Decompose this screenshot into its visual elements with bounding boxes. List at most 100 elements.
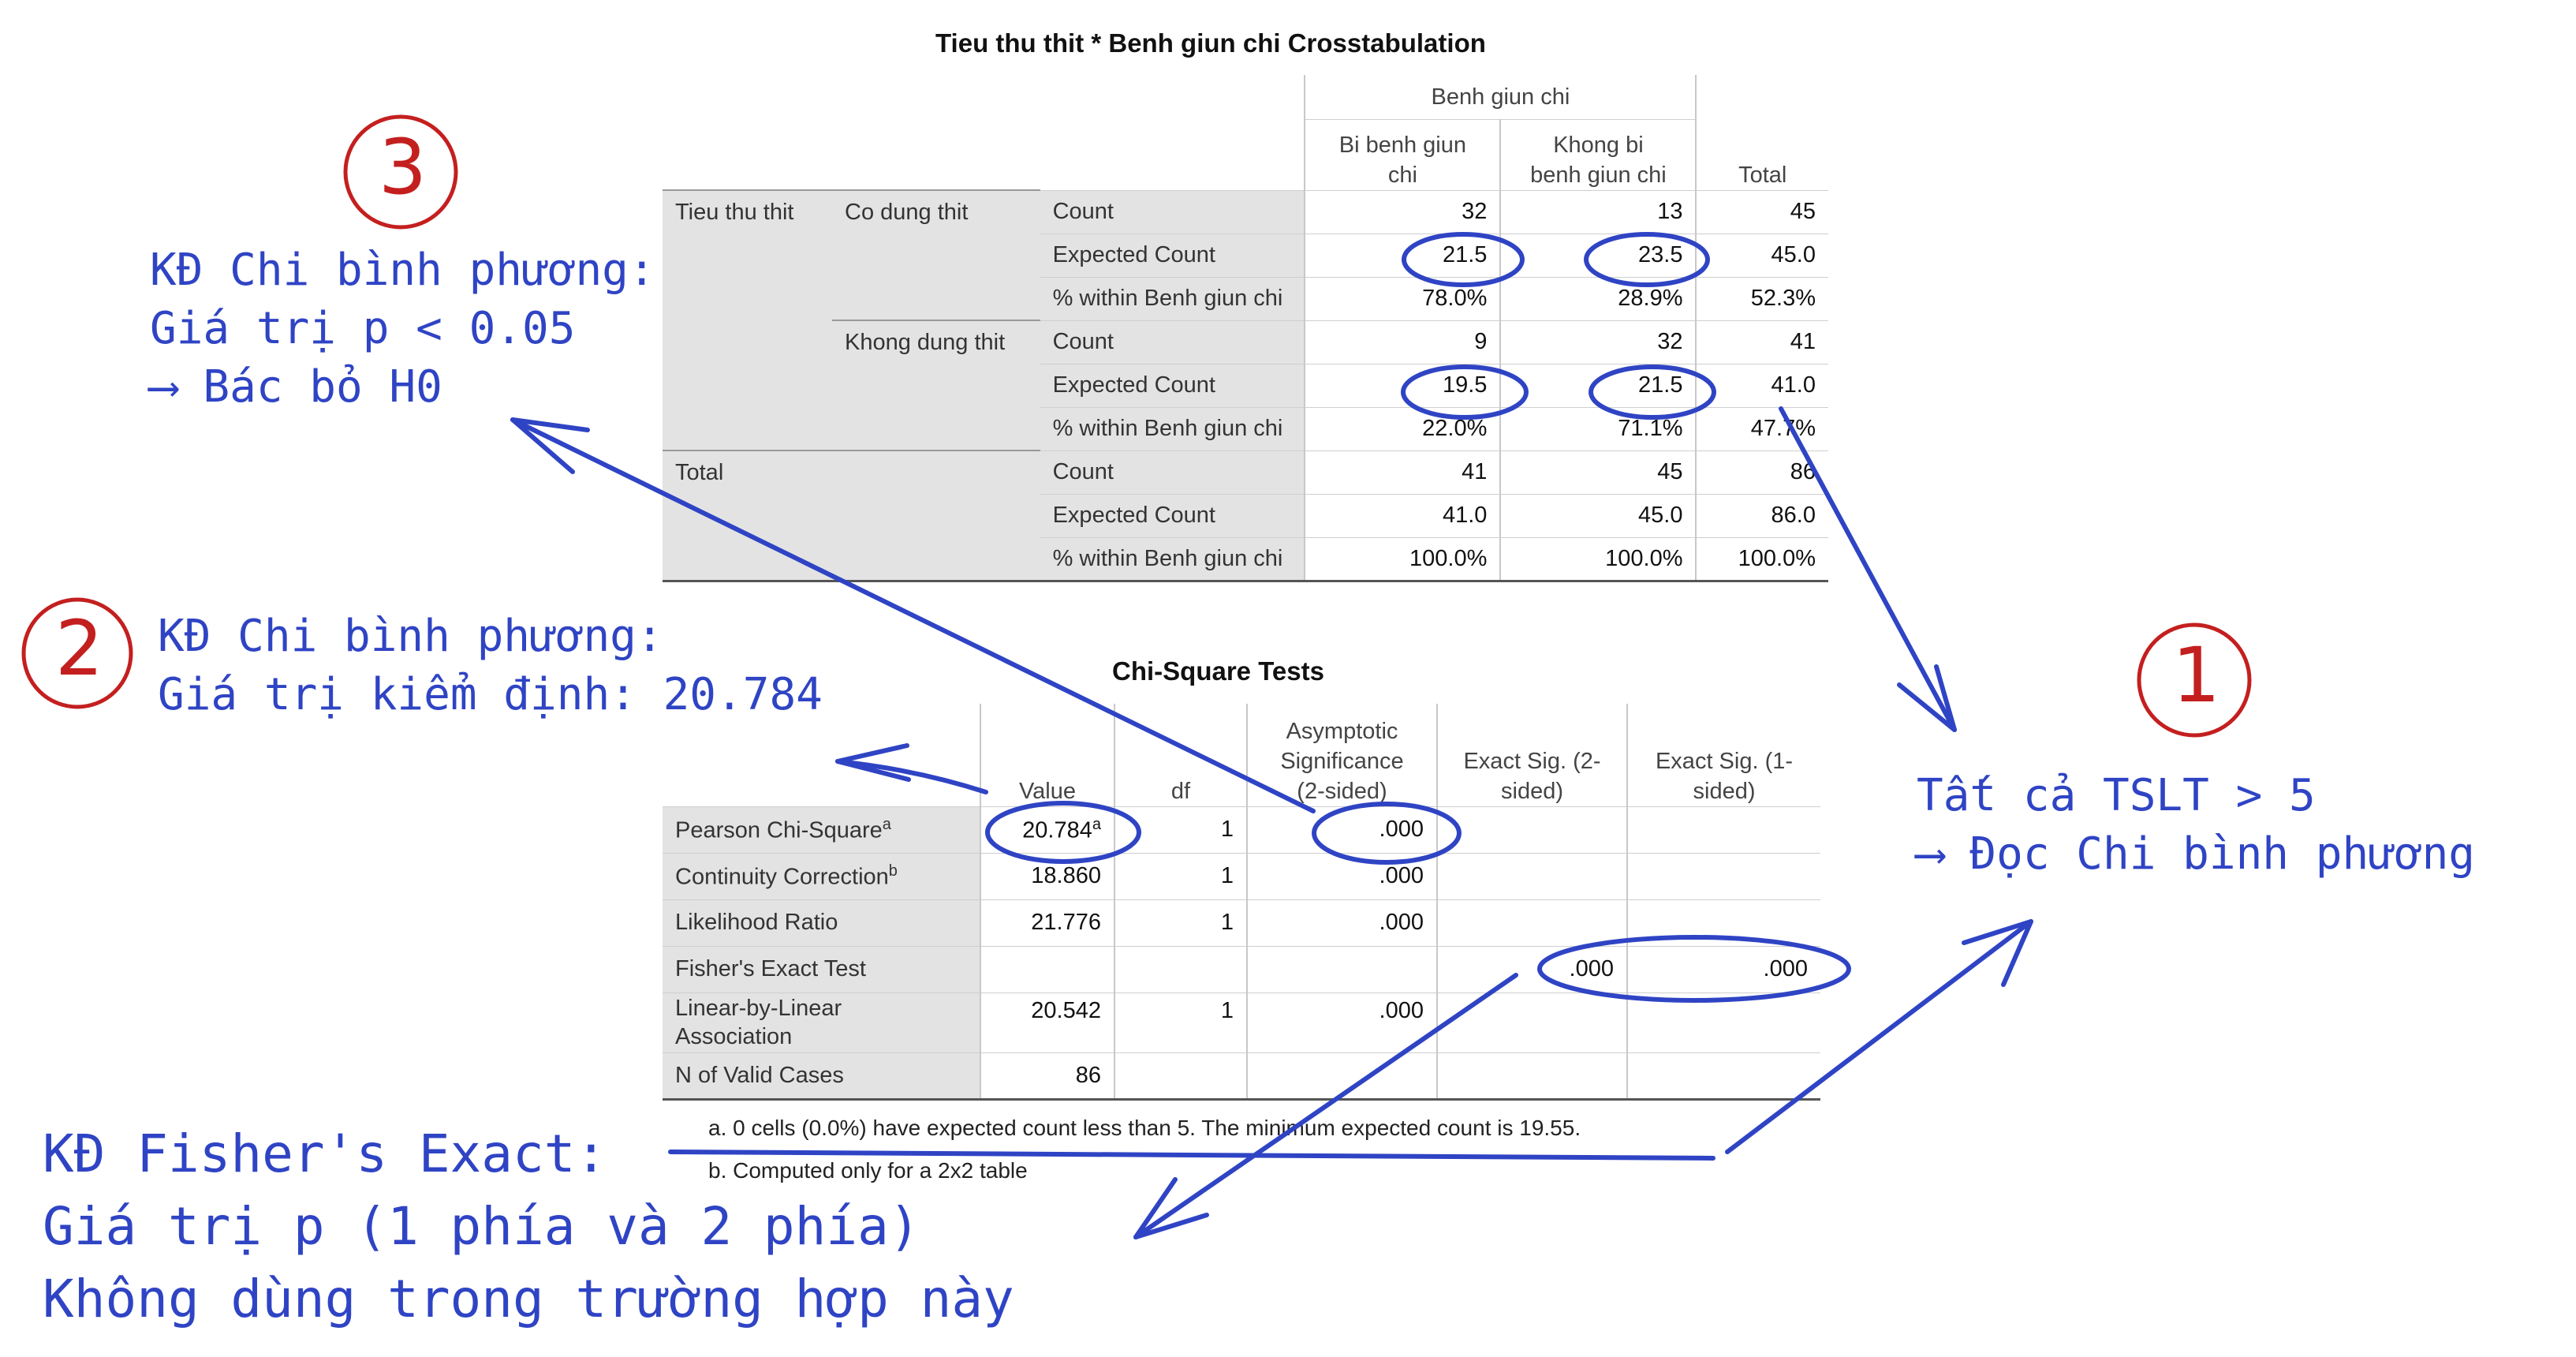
chisq-cell	[1114, 1052, 1247, 1101]
chisq-row-label-text: Fisher's Exact Test	[675, 956, 866, 981]
cell-value: 22.0%	[1304, 406, 1501, 450]
asymp-l3: (2-sided)	[1297, 778, 1387, 804]
cell-value: 21.5	[1499, 363, 1697, 407]
row-group-1	[663, 234, 832, 277]
chisq-row-label: Fisher's Exact Test	[663, 945, 980, 993]
chisq-row: N of Valid Cases 86	[663, 1052, 1820, 1101]
chisq-cell	[1436, 992, 1627, 1052]
chisq-row-label: Continuity Correctionb	[663, 852, 980, 899]
row-stat-label: Count	[1040, 450, 1305, 494]
crosstab-row: Expected Count 21.5 23.5 45.0	[663, 233, 1828, 277]
chisq-cell	[1436, 1052, 1627, 1101]
cell-value: 52.3%	[1695, 276, 1828, 320]
chisq-row-label: Likelihood Ratio	[663, 899, 980, 946]
chisq-table: Value df Asymptotic Significance (2-sided)…	[663, 704, 1820, 1101]
note-4-line-3: Không dùng trong trường hợp này	[43, 1269, 1014, 1329]
ellipse-exp-23-5	[1584, 232, 1710, 287]
row-stat-label: % within Benh giun chi	[1040, 536, 1305, 582]
chisq-cell	[1626, 806, 1820, 853]
row-group-1	[663, 277, 832, 320]
footnote-underline	[668, 1150, 1715, 1161]
red-number-1: 1	[2172, 631, 2221, 720]
row-stat-label: % within Benh giun chi	[1040, 276, 1305, 320]
chisq-row-label-text: N of Valid Cases	[675, 1062, 844, 1088]
ellipse-exp-21-5-b	[1589, 364, 1716, 420]
red-number-2: 2	[55, 604, 104, 693]
col-header-khong-bi: Khong bi benh giun chi	[1499, 118, 1697, 190]
footnote-marker: b	[888, 862, 898, 880]
chisq-cell	[1436, 899, 1627, 946]
row-stat-label: Count	[1040, 189, 1305, 234]
chisq-row-label: N of Valid Cases	[663, 1052, 980, 1101]
exact1-l1: Exact Sig. (1-	[1655, 748, 1794, 774]
row-group-2	[832, 277, 1040, 320]
col-header-khong-bi-l2: benh giun chi	[1530, 162, 1667, 188]
red-number-3: 3	[379, 123, 427, 211]
chisq-cell	[1626, 992, 1820, 1052]
cell-value: 13	[1499, 189, 1697, 234]
col-header-khong-bi-l1: Khong bi	[1553, 132, 1644, 158]
ellipse-fisher-sig	[1537, 935, 1851, 1003]
row-group-2	[832, 407, 1040, 450]
chisq-row: Fisher's Exact Test .000.000	[663, 945, 1820, 993]
chisq-header-value: Value	[980, 704, 1114, 806]
arrow-footnote-to-note-1	[1725, 919, 2033, 1154]
cell-value: 100.0%	[1695, 536, 1828, 582]
chisq-title: Chi-Square Tests	[1112, 656, 1324, 686]
chisq-cell: 86	[980, 1052, 1114, 1101]
note-1-line-2: ⟶ Đọc Chi bình phương	[1917, 828, 2476, 880]
chisq-cell	[1246, 945, 1437, 993]
crosstab-row: % within Benh giun chi 100.0% 100.0% 100.0%	[663, 536, 1828, 582]
note-2-line-2: Giá trị kiểm định: 20.784	[158, 669, 823, 720]
note-3-line-2: Giá trị p < 0.05	[150, 303, 576, 354]
chisq-cell: 1	[1114, 899, 1247, 946]
row-group-2	[832, 494, 1040, 537]
cell-value: 19.5	[1304, 363, 1501, 407]
row-group-1	[663, 494, 832, 537]
chisq-row: Linear-by-Linear Association 20.542 1.000	[663, 992, 1820, 1052]
row-stat-label: Expected Count	[1040, 493, 1305, 537]
chisq-cell: .000	[1246, 899, 1437, 946]
arrow-to-note-4	[1133, 973, 1518, 1239]
row-stat-label: Expected Count	[1040, 233, 1305, 277]
crosstab-row: Total Count 41 45 86	[663, 450, 1828, 494]
cell-value: 41.0	[1695, 363, 1828, 407]
cell-value: 71.1%	[1499, 406, 1697, 450]
cell-value: 47.7%	[1695, 406, 1828, 450]
cell-value: 32	[1304, 189, 1501, 234]
row-stat-label: Expected Count	[1040, 363, 1305, 407]
chisq-cell	[1436, 806, 1627, 853]
chisq-cell	[1626, 1052, 1820, 1101]
chisq-row-label-text: Linear-by-Linear	[675, 996, 842, 1021]
asymp-l1: Asymptotic	[1286, 718, 1398, 744]
chisq-cell: .000	[1626, 945, 1820, 993]
red-circle-2	[21, 597, 133, 709]
red-circle-3	[343, 114, 458, 230]
chisq-cell: 21.776	[980, 899, 1114, 946]
note-1-line-1: Tất cả TSLT > 5	[1917, 770, 2316, 821]
note-4-line-1: KĐ Fisher's Exact:	[43, 1123, 607, 1184]
ellipse-exp-21-5-a	[1402, 232, 1525, 287]
chisq-row-label: Linear-by-Linear Association	[663, 992, 980, 1052]
note-3-line-3: ⟶ Bác bỏ H0	[150, 361, 442, 413]
chisq-header-asymp: Asymptotic Significance (2-sided)	[1246, 704, 1437, 806]
chisq-row-label-text: Likelihood Ratio	[675, 910, 838, 935]
exact1-l2: sided)	[1693, 778, 1756, 804]
pearson-value: 20.784	[1022, 817, 1092, 843]
ellipse-pearson-value	[985, 801, 1141, 864]
col-header-total: Total	[1695, 119, 1828, 190]
exact2-l2: sided)	[1501, 778, 1563, 804]
ellipse-exp-19-5	[1401, 364, 1529, 420]
chisq-row-label: Pearson Chi-Squarea	[663, 806, 980, 853]
row-group-1	[663, 407, 832, 450]
chisq-row-label-text: Continuity Correction	[675, 864, 889, 890]
cell-value: 41.0	[1304, 493, 1501, 537]
note-4-line-2: Giá trị p (1 phía và 2 phía)	[43, 1196, 920, 1257]
crosstab-table: Benh giun chi Bi benh giun chi Khong bi be…	[663, 75, 1828, 582]
chisq-cell	[1114, 945, 1247, 993]
crosstab-row: % within Benh giun chi 22.0% 71.1% 47.7%	[663, 406, 1828, 450]
chisq-cell: .000	[1246, 806, 1437, 853]
crosstab-row: Khong dung thit Count 9 32 41	[663, 320, 1828, 364]
crosstab-row: Tieu thu thit Co dung thit Count 32 13 45	[663, 189, 1828, 234]
ellipse-pearson-sig	[1312, 802, 1462, 865]
